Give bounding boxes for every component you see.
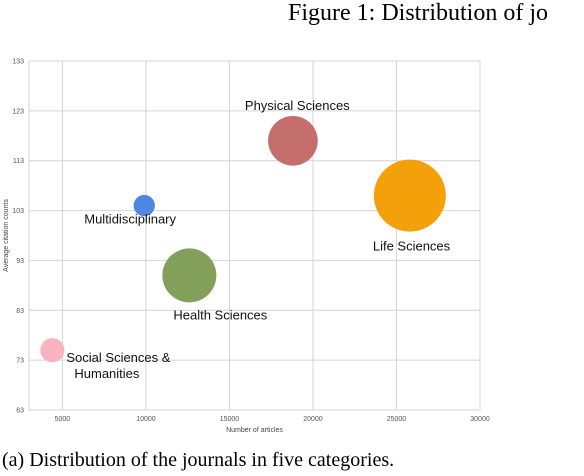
- bubble-label: Life Sciences: [373, 239, 451, 254]
- y-tick-label: 103: [12, 208, 24, 215]
- x-tick-label: 25000: [387, 416, 407, 423]
- y-tick-label: 93: [16, 258, 24, 265]
- bubbles: [40, 115, 446, 363]
- x-tick-label: 30000: [470, 416, 490, 423]
- bubble-label: Physical Sciences: [245, 98, 350, 113]
- y-tick-label: 133: [12, 59, 24, 66]
- bubble-label: Social Sciences &: [66, 350, 170, 365]
- x-axis-title: Number of articles: [226, 427, 283, 434]
- bubble-multidisciplinary: [133, 194, 155, 217]
- bubble-label: Health Sciences: [173, 307, 267, 322]
- axis-ticks: 63 73 83 93 103 113 123 133 5000 10000 15000 20000 2…: [12, 59, 490, 424]
- x-tick-label: 20000: [303, 416, 323, 423]
- bubble-health-sciences: [162, 248, 217, 303]
- y-tick-label: 63: [16, 408, 24, 415]
- y-tick-label: 73: [16, 358, 24, 365]
- bubble-label: Multidisciplinary: [84, 212, 176, 227]
- y-tick-label: 83: [16, 308, 24, 315]
- x-tick-label: 10000: [136, 416, 156, 423]
- figure-caption: (a) Distribution of the journals in five…: [2, 449, 395, 471]
- x-tick-label: 5000: [55, 416, 71, 423]
- bubble-social-sciences-humanities: [40, 338, 65, 363]
- bubble-physical-sciences: [268, 115, 318, 166]
- y-axis-title: Average citation counts: [3, 199, 10, 272]
- bubble-labels: Social Sciences &Humanities Multidiscipli…: [66, 98, 450, 381]
- x-tick-label: 15000: [220, 416, 240, 423]
- bubble-label: Humanities: [74, 366, 140, 381]
- y-tick-label: 113: [13, 158, 24, 165]
- figure-title: Figure 1: Distribution of jo: [288, 0, 548, 26]
- y-tick-label: 123: [12, 108, 24, 115]
- bubble-life-sciences: [373, 159, 446, 232]
